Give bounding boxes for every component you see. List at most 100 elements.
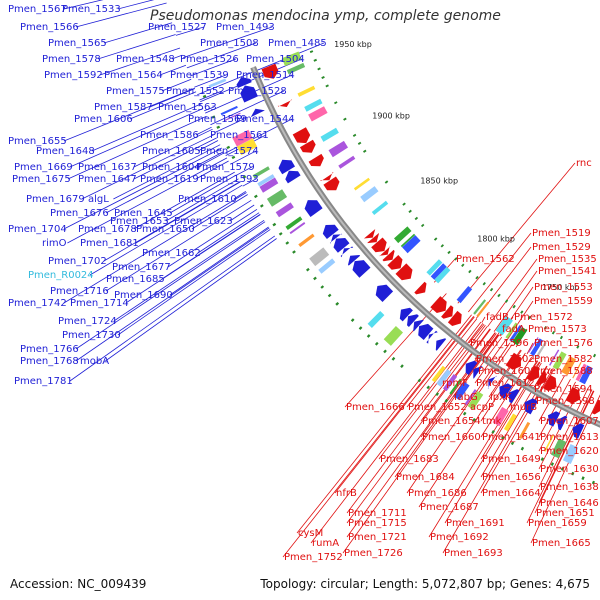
gene-label[interactable]: Pmen_1676 xyxy=(50,208,109,219)
gene-label[interactable]: Pmen_1630 xyxy=(540,464,599,475)
gene-label[interactable]: Pmen_1704 xyxy=(8,224,67,235)
gene-label[interactable]: Pmen_1582 xyxy=(534,354,593,365)
gene-label[interactable]: Pmen_1659 xyxy=(528,518,587,529)
gene-label[interactable]: Pmen_1563 xyxy=(158,102,217,113)
gene-label[interactable]: mobA xyxy=(80,356,109,367)
gene-label[interactable]: fadA xyxy=(502,324,525,335)
gene-label[interactable]: Pmen_1578 xyxy=(42,54,101,65)
gene-label[interactable]: rimO xyxy=(42,238,67,249)
gene-label[interactable]: Pmen_1529 xyxy=(532,242,591,253)
gene-label[interactable]: Pmen_1566 xyxy=(20,22,79,33)
gene-label[interactable]: Pmen_1565 xyxy=(48,38,107,49)
gene-label[interactable]: Pmen_1702 xyxy=(48,256,107,267)
gene-label[interactable]: Pmen_1607 xyxy=(540,416,599,427)
gene-label[interactable]: Pmen_1649 xyxy=(482,454,541,465)
gene-label[interactable]: algL xyxy=(88,194,109,205)
gene-label[interactable]: Pmen_1528 xyxy=(228,86,287,97)
gene-label[interactable]: Pmen_1533 xyxy=(62,4,121,15)
gene-label[interactable]: Pmen_1575 xyxy=(106,86,165,97)
gene-label[interactable]: Pmen_1598 xyxy=(536,396,595,407)
gene-label[interactable]: Pmen_1573 xyxy=(528,324,587,335)
gene-label[interactable]: Pmen_1679 xyxy=(26,194,85,205)
gene-label[interactable]: Pmen_1559 xyxy=(534,296,593,307)
gene-label[interactable]: Pmen_1652 xyxy=(408,402,467,413)
gene-label[interactable]: Pmen_1493 xyxy=(216,22,275,33)
gene-label[interactable]: Pmen_1567 xyxy=(8,4,67,15)
gene-label[interactable]: Pmen_1579 xyxy=(196,162,255,173)
gene-label[interactable]: Pmen_1752 xyxy=(284,552,343,563)
gene-label[interactable]: Pmen_1660 xyxy=(422,432,481,443)
gene-label[interactable]: Pmen_1742 xyxy=(8,298,67,309)
gene-label[interactable]: Pmen_1664 xyxy=(482,488,541,499)
gene-label[interactable]: Pmen_1610 xyxy=(178,194,237,205)
gene-label[interactable]: Pmen_1576 xyxy=(534,338,593,349)
gene-label[interactable]: Pmen_1685 xyxy=(106,274,165,285)
gene-label[interactable]: Pmen_1665 xyxy=(532,538,591,549)
gene-label[interactable]: acpP xyxy=(470,402,494,413)
gene-label[interactable]: Pmen_1596 xyxy=(470,338,529,349)
gene-label[interactable]: Pmen_1681 xyxy=(80,238,139,249)
gene-label[interactable]: Pmen_1766 xyxy=(20,344,79,355)
gene-label[interactable]: Pmen_1684 xyxy=(396,472,455,483)
gene-label[interactable]: Pmen_1716 xyxy=(50,286,109,297)
gene-label[interactable]: Pmen_1613 xyxy=(540,432,599,443)
gene-label[interactable]: cysM xyxy=(298,528,323,539)
gene-label[interactable]: lpxK xyxy=(490,392,512,403)
gene-label[interactable]: Pmen_1541 xyxy=(538,266,597,277)
gene-label[interactable]: Pmen_1693 xyxy=(444,548,503,559)
gene-label[interactable]: Pmen_1612 xyxy=(476,378,535,389)
gene-label[interactable]: Pmen_1606 xyxy=(74,114,133,125)
gene-label[interactable]: Pmen_1535 xyxy=(538,254,597,265)
gene-label[interactable]: Pmen_1623 xyxy=(174,216,233,227)
gene-label[interactable]: Pmen_1646 xyxy=(540,498,599,509)
gene-label[interactable]: Pmen_1690 xyxy=(114,290,173,301)
gene-label[interactable]: Pmen_1656 xyxy=(482,472,541,483)
gene-label[interactable]: Pmen_1574 xyxy=(200,146,259,157)
gene-label[interactable]: Pmen_1593 xyxy=(200,174,259,185)
gene-label[interactable]: Pmen_1605 xyxy=(142,146,201,157)
gene-label[interactable]: Pmen_1648 xyxy=(36,146,95,157)
gene-label[interactable]: Pmen_1561 xyxy=(210,130,269,141)
gene-label[interactable]: Pmen_1638 xyxy=(540,482,599,493)
gene-label[interactable]: Pmen_1666 xyxy=(346,402,405,413)
gene-label[interactable]: fadB xyxy=(486,312,509,323)
gene-label[interactable]: Pmen_1768 xyxy=(20,356,79,367)
gene-label[interactable]: Pmen_1692 xyxy=(430,532,489,543)
gene-label[interactable]: Pmen_1602 xyxy=(476,354,535,365)
gene-label[interactable]: Pmen_1553 xyxy=(534,282,593,293)
gene-label[interactable]: Pmen_1677 xyxy=(112,262,171,273)
gene-label[interactable]: Pmen_1686 xyxy=(408,488,467,499)
gene-label[interactable]: rnc xyxy=(576,158,592,169)
gene-label[interactable]: Pmen_1662 xyxy=(142,248,201,259)
gene-label[interactable]: Pmen_1715 xyxy=(348,518,407,529)
gene-label[interactable]: nfrB xyxy=(336,488,357,499)
gene-label[interactable]: Pmen_1552 xyxy=(166,86,225,97)
gene-label[interactable]: Pmen_1645 xyxy=(114,208,173,219)
gene-label[interactable]: Pmen_1687 xyxy=(420,502,479,513)
gene-label[interactable]: Pmen_1654 xyxy=(422,416,481,427)
gene-label[interactable]: Pmen_1678 xyxy=(78,224,137,235)
gene-label[interactable]: Pmen_1485 xyxy=(268,38,327,49)
gene-label[interactable]: Pmen_1594 xyxy=(534,384,593,395)
gene-label[interactable]: Pmen_1527 xyxy=(148,22,207,33)
gene-label[interactable]: Pmen_1781 xyxy=(14,376,73,387)
gene-label[interactable]: Pmen_1619 xyxy=(140,174,199,185)
gene-label[interactable]: Pmen_1641 xyxy=(482,432,541,443)
gene-label[interactable]: Pmen_R0024 xyxy=(28,270,94,281)
gene-label[interactable]: Pmen_1604 xyxy=(142,162,201,173)
gene-label[interactable]: Pmen_1544 xyxy=(236,114,295,125)
gene-label[interactable]: Pmen_1504 xyxy=(246,54,305,65)
gene-label[interactable]: Pmen_1562 xyxy=(456,254,515,265)
gene-label[interactable]: Pmen_1675 xyxy=(12,174,71,185)
gene-label[interactable]: Pmen_1514 xyxy=(236,70,295,81)
gene-label[interactable]: Pmen_1637 xyxy=(78,162,137,173)
gene-label[interactable]: Pmen_1569 xyxy=(188,114,247,125)
gene-label[interactable]: Pmen_1519 xyxy=(532,228,591,239)
gene-label[interactable]: Pmen_1691 xyxy=(446,518,505,529)
gene-label[interactable]: Pmen_1655 xyxy=(8,136,67,147)
gene-label[interactable]: Pmen_1588 xyxy=(534,366,593,377)
gene-label[interactable]: Pmen_1653 xyxy=(110,216,169,227)
gene-label[interactable]: Pmen_1564 xyxy=(104,70,163,81)
gene-label[interactable]: Pmen_1650 xyxy=(136,224,195,235)
gene-label[interactable]: Pmen_1683 xyxy=(380,454,439,465)
